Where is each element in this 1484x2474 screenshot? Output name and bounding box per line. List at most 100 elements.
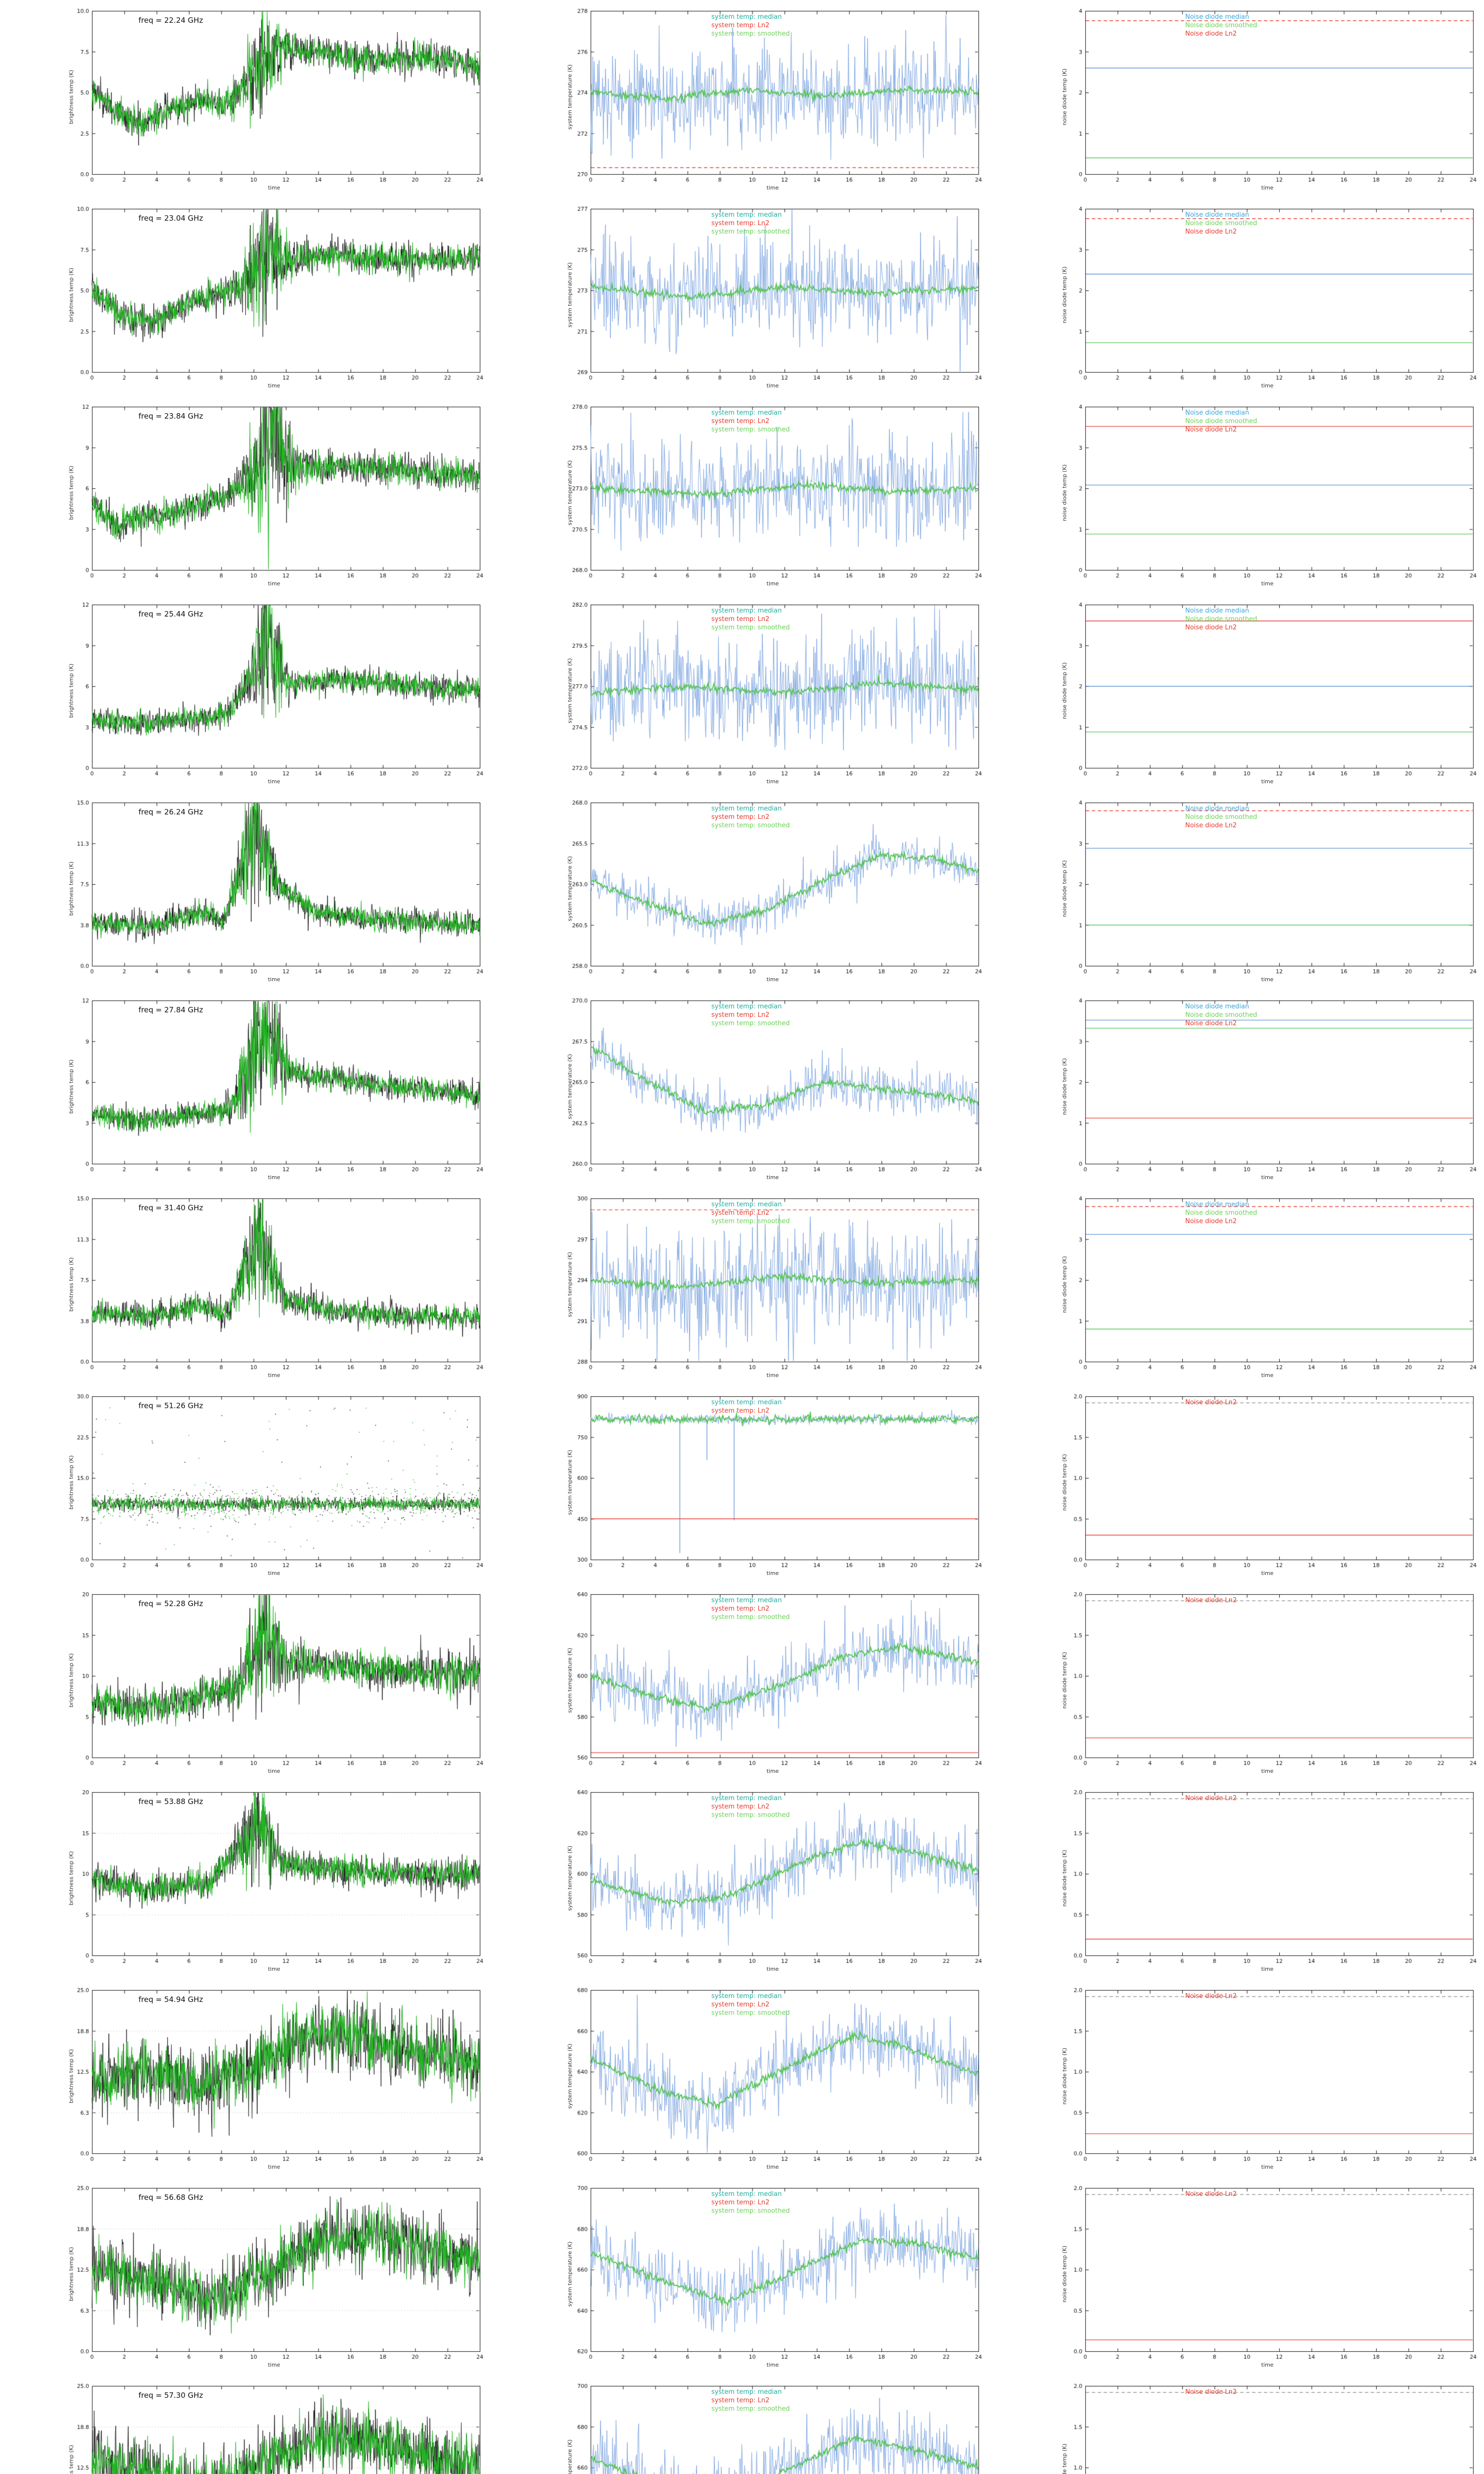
spectrum-panel: freq = 22.24 GHz brightness temp (K) tim… — [64, 6, 484, 192]
noise-diode-x-axis-label: time — [1261, 1966, 1274, 1972]
freq-title: freq = 52.28 GHz — [139, 1599, 203, 1608]
legend-entry: system temp: smoothed — [711, 1020, 790, 1027]
noise-diode-x-axis-label: time — [1261, 382, 1274, 389]
noise-diode-canvas — [1058, 2183, 1477, 2369]
spectrum-canvas — [64, 204, 484, 390]
legend-entry: system temp: smoothed — [711, 30, 790, 38]
system-temp-x-axis-label: time — [766, 1174, 779, 1181]
system-temp-panel: system temp: median system temp: Ln2 syste… — [563, 1787, 982, 1973]
system-temp-canvas — [563, 1787, 982, 1973]
system-temp-x-axis-label: time — [766, 2362, 779, 2368]
legend-entry: Noise diode smoothed — [1185, 22, 1257, 29]
legend-entry: system temp: Ln2 — [711, 2001, 770, 2008]
spectrum-panel: freq = 53.88 GHz brightness temp (K) tim… — [64, 1787, 484, 1973]
legend-entry: Noise diode Ln2 — [1185, 30, 1237, 38]
spectrum-canvas — [64, 1193, 484, 1380]
plot-row: freq = 57.30 GHz brightness temp (K) tim… — [0, 2375, 1484, 2474]
legend-entry: system temp: Ln2 — [711, 418, 770, 425]
legend-entry: system temp: smoothed — [711, 426, 790, 433]
system-temp-x-axis-label: time — [766, 778, 779, 785]
spectrum-y-axis-label: brightness temp (K) — [68, 1851, 75, 1905]
freq-title: freq = 23.84 GHz — [139, 412, 203, 421]
legend-entry: Noise diode Ln2 — [1185, 1795, 1237, 1802]
spectrum-panel: freq = 56.68 GHz brightness temp (K) tim… — [64, 2183, 484, 2369]
spectrum-x-axis-label: time — [268, 1768, 280, 1774]
legend-entry: system temp: Ln2 — [711, 1605, 770, 1613]
spectrum-y-axis-label: brightness temp (K) — [68, 1653, 75, 1708]
legend-entry: Noise diode Ln2 — [1185, 228, 1237, 236]
plot-row: freq = 26.24 GHz brightness temp (K) tim… — [0, 792, 1484, 990]
legend-entry: system temp: Ln2 — [711, 22, 770, 29]
noise-diode-canvas — [1058, 600, 1477, 786]
freq-title: freq = 25.44 GHz — [139, 610, 203, 618]
freq-title: freq = 57.30 GHz — [139, 2391, 203, 2400]
plot-row: freq = 23.84 GHz brightness temp (K) tim… — [0, 396, 1484, 594]
legend-entry: Noise diode smoothed — [1185, 813, 1257, 821]
legend-entry: Noise diode smoothed — [1185, 1011, 1257, 1019]
system-temp-canvas — [563, 600, 982, 786]
spectrum-canvas — [64, 798, 484, 984]
spectrum-panel: freq = 52.28 GHz brightness temp (K) tim… — [64, 1589, 484, 1775]
noise-diode-canvas — [1058, 1787, 1477, 1973]
legend-entry: Noise diode Ln2 — [1185, 2388, 1237, 2396]
noise-diode-y-axis-label: noise diode temp (K) — [1061, 266, 1068, 324]
legend-entry: system temp: median — [711, 211, 782, 219]
system-temp-x-axis-label: time — [766, 2164, 779, 2170]
freq-title: freq = 31.40 GHz — [139, 1203, 203, 1212]
spectrum-y-axis-label: brightness temp (K) — [68, 861, 75, 916]
legend-entry: system temp: Ln2 — [711, 1011, 770, 1019]
plot-row: freq = 27.84 GHz brightness temp (K) tim… — [0, 990, 1484, 1188]
spectrum-x-axis-label: time — [268, 1966, 280, 1972]
spectrum-panel: freq = 57.30 GHz brightness temp (K) tim… — [64, 2381, 484, 2474]
spectrum-x-axis-label: time — [268, 2164, 280, 2170]
plot-row: freq = 56.68 GHz brightness temp (K) tim… — [0, 2177, 1484, 2375]
legend-entry: system temp: smoothed — [711, 1218, 790, 1225]
noise-diode-y-axis-label: noise diode temp (K) — [1061, 1454, 1068, 1511]
legend-entry: Noise diode smoothed — [1185, 418, 1257, 425]
spectrum-panel: freq = 26.24 GHz brightness temp (K) tim… — [64, 798, 484, 984]
noise-diode-panel: Noise diode Ln2 noise diode temp (K) tim… — [1058, 1787, 1477, 1973]
legend-entry: Noise diode median — [1185, 1201, 1250, 1208]
noise-diode-y-axis-label: noise diode temp (K) — [1061, 2245, 1068, 2303]
noise-diode-canvas — [1058, 1391, 1477, 1577]
system-temp-legend: system temp: median system temp: Ln2 syste… — [711, 607, 790, 632]
plot-row: freq = 22.24 GHz brightness temp (K) tim… — [0, 0, 1484, 198]
noise-diode-x-axis-label: time — [1261, 1174, 1274, 1181]
legend-entry: system temp: smoothed — [711, 228, 790, 236]
system-temp-panel: system temp: median system temp: Ln2 syste… — [563, 402, 982, 588]
legend-entry: system temp: Ln2 — [711, 813, 770, 821]
system-temp-legend: system temp: median system temp: Ln2 — [711, 1398, 782, 1415]
noise-diode-legend: Noise diode Ln2 — [1185, 1794, 1237, 1803]
noise-diode-legend: Noise diode median Noise diode smoothed No… — [1185, 607, 1257, 632]
spectrum-y-axis-label: brightness temp (K) — [68, 1257, 75, 1312]
freq-title: freq = 56.68 GHz — [139, 2193, 203, 2202]
system-temp-panel: system temp: median system temp: Ln2 syste… — [563, 204, 982, 390]
spectrum-y-axis-label: brightness temp (K) — [68, 466, 75, 520]
system-temp-panel: system temp: median system temp: Ln2 syste… — [563, 6, 982, 192]
system-temp-canvas — [563, 1985, 982, 2171]
legend-entry: Noise diode smoothed — [1185, 220, 1257, 227]
noise-diode-canvas — [1058, 204, 1477, 390]
legend-entry: system temp: median — [711, 1399, 782, 1406]
system-temp-x-axis-label: time — [766, 382, 779, 389]
legend-entry: Noise diode Ln2 — [1185, 1597, 1237, 1604]
legend-entry: Noise diode median — [1185, 1003, 1250, 1010]
system-temp-canvas — [563, 204, 982, 390]
system-temp-legend: system temp: median system temp: Ln2 syste… — [711, 1794, 790, 1819]
noise-diode-legend: Noise diode median Noise diode smoothed No… — [1185, 13, 1257, 38]
system-temp-canvas — [563, 2381, 982, 2474]
noise-diode-x-axis-label: time — [1261, 580, 1274, 587]
system-temp-x-axis-label: time — [766, 185, 779, 191]
spectrum-x-axis-label: time — [268, 1372, 280, 1379]
noise-diode-y-axis-label: noise diode temp (K) — [1061, 1652, 1068, 1709]
noise-diode-legend: Noise diode median Noise diode smoothed No… — [1185, 409, 1257, 434]
freq-title: freq = 54.94 GHz — [139, 1995, 203, 2004]
spectrum-canvas — [64, 2183, 484, 2369]
noise-diode-panel: Noise diode median Noise diode smoothed No… — [1058, 204, 1477, 390]
legend-entry: system temp: smoothed — [711, 624, 790, 631]
spectrum-canvas — [64, 2381, 484, 2474]
system-temp-canvas — [563, 1589, 982, 1775]
system-temp-y-axis-label: system temperature (K) — [566, 1648, 573, 1713]
system-temp-panel: system temp: median system temp: Ln2 syste… — [563, 996, 982, 1182]
